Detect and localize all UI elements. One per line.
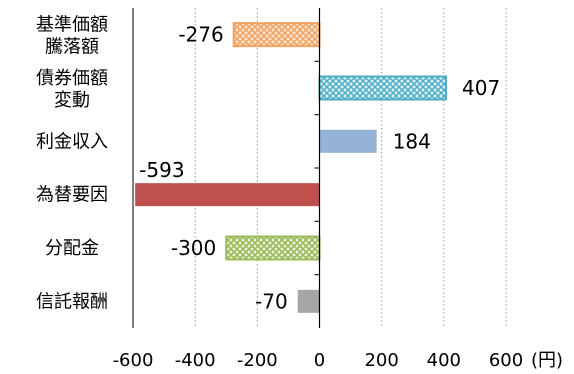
bar (225, 235, 321, 261)
category-label: 信託報酬 (36, 291, 108, 312)
x-unit-label: (円) (531, 350, 563, 371)
value-label: -70 (255, 289, 288, 313)
value-label: 407 (462, 76, 500, 100)
value-label: -300 (171, 236, 216, 260)
bar (232, 22, 321, 48)
x-tick-label: 400 (427, 350, 461, 371)
category-label: 変動 (54, 90, 90, 111)
x-tick-label: 600 (489, 350, 523, 371)
category-label: 利金収入 (36, 131, 108, 152)
value-label: -276 (178, 23, 223, 47)
category-label: 債券価額 (36, 68, 108, 89)
value-label: -593 (139, 158, 184, 182)
x-tick-label: -400 (175, 350, 216, 371)
category-label: 騰落額 (45, 37, 99, 58)
x-tick-label: 0 (314, 350, 325, 371)
bar (135, 183, 320, 207)
x-tick-label: -600 (113, 350, 154, 371)
x-tick-label: -200 (237, 350, 278, 371)
bar (297, 289, 320, 313)
bars (135, 22, 448, 313)
category-label: 為替要因 (36, 185, 108, 206)
axes (132, 8, 321, 328)
category-label: 分配金 (45, 238, 99, 259)
bar (318, 75, 448, 101)
value-label: 184 (393, 129, 431, 153)
x-tick-label: 200 (364, 350, 398, 371)
bar (319, 129, 377, 153)
category-label: 基準価額 (36, 15, 108, 36)
